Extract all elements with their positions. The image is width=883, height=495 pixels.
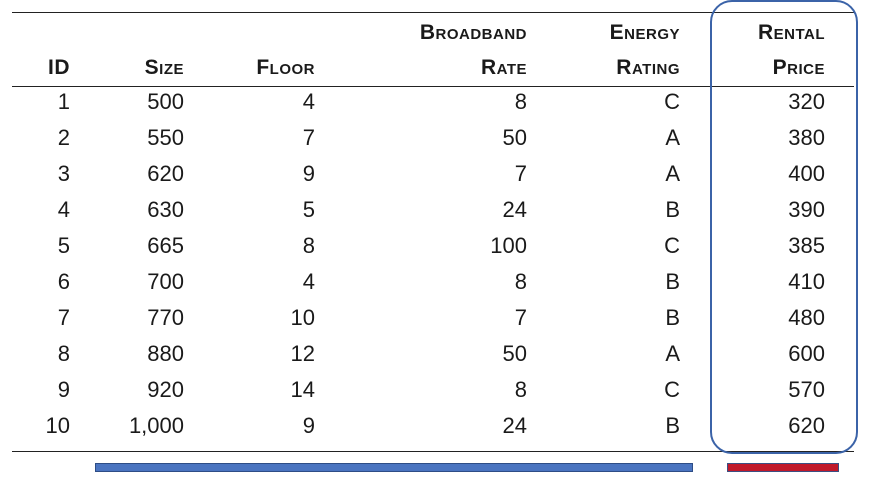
cell-id: 1 <box>57 89 70 114</box>
cell-floor: 7 <box>302 125 315 150</box>
cell-price: 400 <box>788 161 825 186</box>
cell-broadband: 8 <box>514 269 527 294</box>
target-feature-bar <box>727 463 839 472</box>
cell-floor: 8 <box>302 233 315 258</box>
cell-id: 9 <box>57 377 70 402</box>
cell-energy: A <box>665 161 680 186</box>
cell-broadband: 7 <box>514 161 527 186</box>
cell-price: 570 <box>788 377 825 402</box>
cell-broadband: 24 <box>502 197 527 222</box>
descriptive-features-bar <box>95 463 693 472</box>
cell-energy: A <box>665 125 680 150</box>
header-floor: Floor <box>256 56 315 79</box>
bottom-rule <box>12 451 854 452</box>
header-broadband-line2: Rate <box>480 56 527 79</box>
cell-size: 700 <box>147 269 184 294</box>
header-rental-line1: Rental <box>757 21 825 44</box>
cell-size: 665 <box>147 233 184 258</box>
cell-broadband: 7 <box>514 305 527 330</box>
cell-broadband: 8 <box>514 89 527 114</box>
cell-energy: C <box>664 377 680 402</box>
header-rental-line2: Price <box>772 56 825 79</box>
cell-floor: 9 <box>302 413 315 438</box>
cell-floor: 14 <box>290 377 315 402</box>
cell-id: 6 <box>57 269 70 294</box>
cell-id: 5 <box>57 233 70 258</box>
top-rule <box>12 12 854 13</box>
cell-energy: B <box>665 197 680 222</box>
cell-price: 600 <box>788 341 825 366</box>
cell-floor: 9 <box>302 161 315 186</box>
cell-broadband: 8 <box>514 377 527 402</box>
cell-id: 4 <box>57 197 70 222</box>
cell-floor: 12 <box>290 341 315 366</box>
cell-price: 410 <box>788 269 825 294</box>
cell-size: 920 <box>147 377 184 402</box>
cell-size: 770 <box>147 305 184 330</box>
cell-energy: C <box>664 233 680 258</box>
cell-broadband: 24 <box>502 413 527 438</box>
cell-broadband: 100 <box>490 233 527 258</box>
cell-broadband: 50 <box>502 125 527 150</box>
cell-size: 630 <box>147 197 184 222</box>
cell-energy: C <box>664 89 680 114</box>
header-rule <box>12 86 854 87</box>
cell-floor: 4 <box>302 269 315 294</box>
cell-energy: B <box>665 305 680 330</box>
cell-size: 550 <box>147 125 184 150</box>
header-id: ID <box>48 56 70 79</box>
cell-id: 7 <box>57 305 70 330</box>
cell-energy: A <box>665 341 680 366</box>
cell-broadband: 50 <box>502 341 527 366</box>
cell-price: 385 <box>788 233 825 258</box>
cell-size: 620 <box>147 161 184 186</box>
cell-price: 390 <box>788 197 825 222</box>
cell-price: 380 <box>788 125 825 150</box>
cell-price: 320 <box>788 89 825 114</box>
cell-floor: 4 <box>302 89 315 114</box>
header-broadband-line1: Broadband <box>419 21 527 44</box>
cell-id: 2 <box>57 125 70 150</box>
rental-price-highlight-box <box>710 0 858 454</box>
cell-energy: B <box>665 413 680 438</box>
cell-size: 500 <box>147 89 184 114</box>
header-energy-line2: Rating <box>616 56 680 79</box>
cell-floor: 5 <box>302 197 315 222</box>
cell-id: 10 <box>45 413 70 438</box>
cell-id: 3 <box>57 161 70 186</box>
header-energy-line1: Energy <box>609 21 680 44</box>
cell-floor: 10 <box>290 305 315 330</box>
cell-size: 1,000 <box>128 413 184 438</box>
cell-price: 620 <box>788 413 825 438</box>
cell-size: 880 <box>147 341 184 366</box>
cell-price: 480 <box>788 305 825 330</box>
header-size: Size <box>144 56 184 79</box>
cell-energy: B <box>665 269 680 294</box>
cell-id: 8 <box>57 341 70 366</box>
